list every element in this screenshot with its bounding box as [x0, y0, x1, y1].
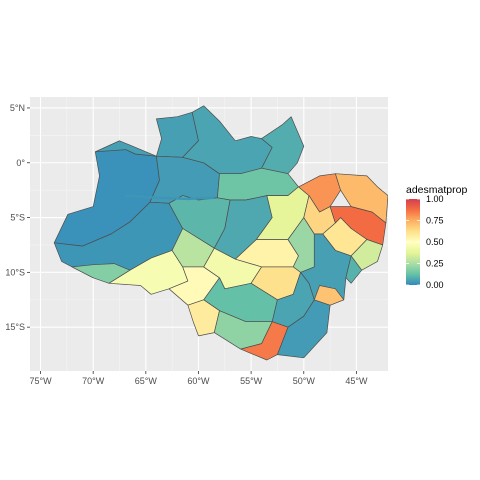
- y-tick-label: 0°: [16, 158, 25, 168]
- x-tick-label: 55°W: [240, 376, 263, 386]
- y-tick-label: 5°S: [10, 213, 25, 223]
- y-tick-label: 5°N: [10, 103, 25, 113]
- x-tick-label: 70°W: [82, 376, 105, 386]
- x-tick-label: 65°W: [135, 376, 158, 386]
- y-axis: 5°N 0° 5°S 10°S 15°S: [5, 103, 30, 332]
- y-tick-label: 15°S: [5, 322, 25, 332]
- x-tick-label: 45°W: [345, 376, 368, 386]
- legend-break-label: 0.00: [426, 280, 444, 290]
- legend-break-label: 0.75: [426, 216, 444, 226]
- legend-break-label: 0.50: [426, 237, 444, 247]
- map-regions: [53, 105, 388, 361]
- legend-colorbar: [406, 199, 420, 285]
- map-region: [345, 255, 363, 284]
- map-region: [277, 299, 331, 359]
- legend-title: adesmatprop: [406, 184, 467, 196]
- x-tick-label: 60°W: [187, 376, 210, 386]
- legend-break-label: 1.00: [426, 194, 444, 204]
- map-river: [124, 194, 215, 201]
- legend-break-label: 0.25: [426, 259, 444, 269]
- x-tick-label: 50°W: [293, 376, 316, 386]
- map-region: [261, 116, 305, 175]
- map-rivers: [124, 194, 215, 201]
- legend-breaks: 1.00 0.75 0.50 0.25 0.00: [406, 194, 444, 290]
- x-axis: 75°W 70°W 65°W 60°W 55°W 50°W 45°W: [29, 371, 368, 386]
- map-region: [350, 239, 384, 271]
- x-tick-label: 75°W: [29, 376, 52, 386]
- legend: adesmatprop 1.00 0.75 0.50 0.25 0.00: [406, 184, 467, 290]
- y-tick-label: 10°S: [5, 267, 25, 277]
- map-region: [313, 285, 345, 306]
